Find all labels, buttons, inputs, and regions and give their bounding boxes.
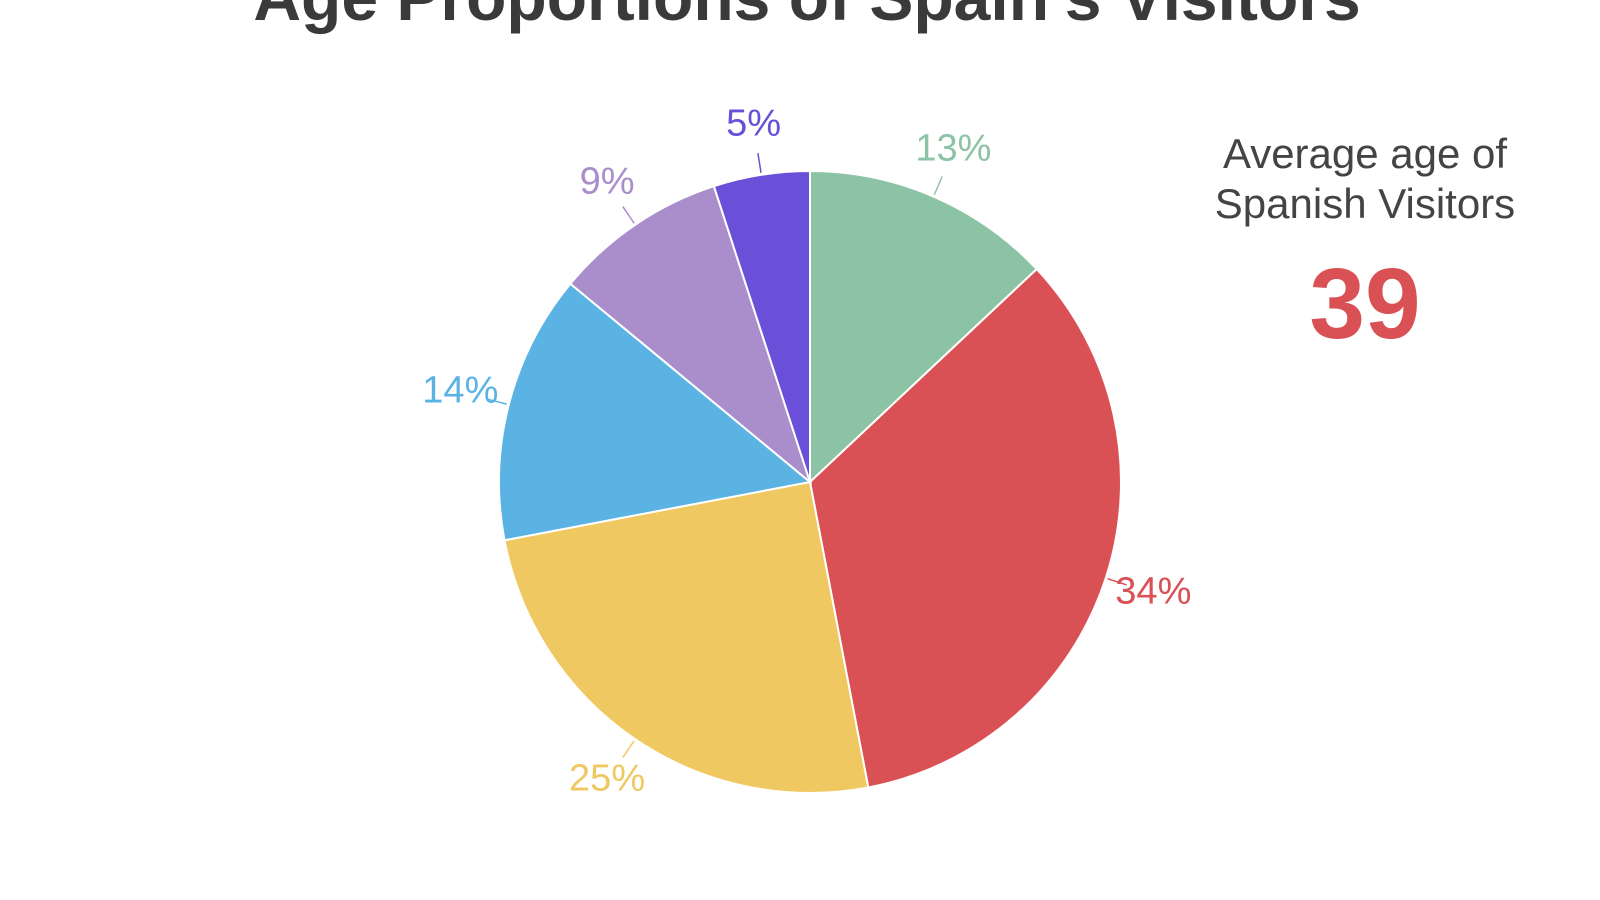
data-label: 14% — [422, 369, 498, 411]
data-label: 34% — [1115, 571, 1191, 613]
leader-line — [622, 740, 635, 758]
annotation-line: Spanish Visitors — [1215, 180, 1515, 227]
leader-line — [1107, 578, 1127, 586]
annotation-line: Average age of — [1223, 130, 1507, 177]
leader-line — [933, 176, 943, 196]
pie-slice — [568, 184, 813, 485]
data-label: 25% — [569, 758, 645, 800]
leader-line — [487, 398, 508, 405]
pie-slice — [503, 480, 870, 794]
pie-slice — [712, 169, 811, 483]
chart-title: Age Proportions of Spain's Visitors — [253, 0, 1360, 34]
pie-slice — [809, 169, 1039, 485]
leader-line — [622, 206, 635, 224]
data-label: 5% — [726, 102, 781, 144]
pie-slice — [498, 282, 813, 542]
pie-slice — [808, 267, 1122, 789]
data-label: 9% — [580, 160, 635, 202]
leader-line — [757, 152, 762, 173]
annotation-value: 39 — [1309, 248, 1420, 360]
data-label: 13% — [915, 128, 991, 170]
